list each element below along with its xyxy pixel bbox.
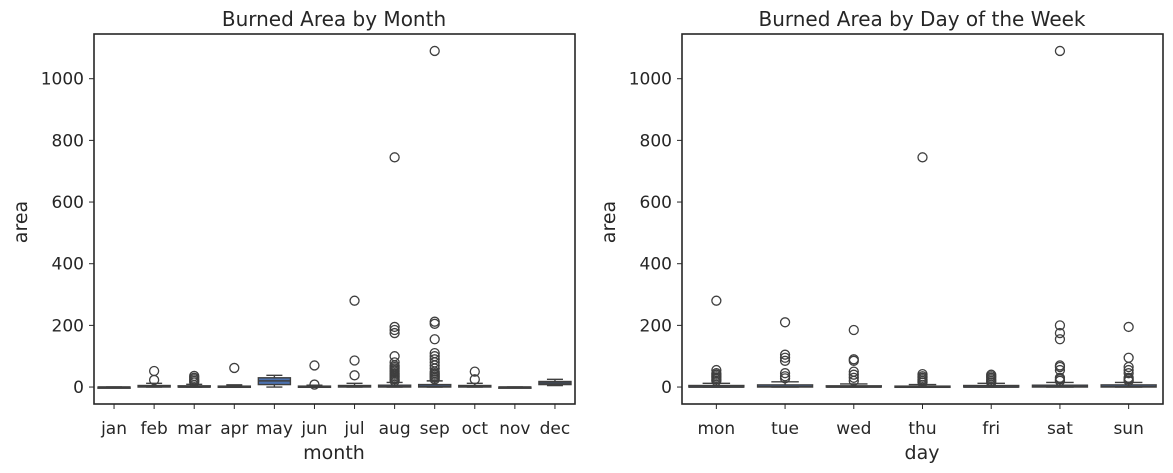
x-tick-label: may (256, 419, 293, 439)
outlier-point (711, 295, 722, 306)
outlier-point (779, 355, 791, 366)
outlier-point (848, 366, 859, 377)
y-tick-label: 1000 (629, 70, 672, 90)
outlier-point (779, 368, 791, 379)
outlier-point (148, 365, 160, 377)
plot-area: 0 200 400 600 800 1000 jan feb mar apr may jun jul au… (41, 45, 572, 439)
outlier-point (779, 371, 791, 382)
y-tick-label: 0 (661, 378, 672, 398)
outlier-point (1123, 364, 1134, 376)
x-tick-label: tue (771, 419, 799, 439)
x-axis-label: day (905, 442, 940, 464)
y-axis-label: area (598, 201, 620, 243)
y-tick-label: 200 (640, 316, 672, 336)
plot-frame (93, 33, 576, 405)
outlier-point (1054, 327, 1066, 339)
x-tick-label: jan (100, 419, 127, 439)
outlier-point (848, 324, 859, 336)
outlier-point (429, 347, 440, 359)
outlier-point (469, 366, 480, 377)
x-tick-label: fri (982, 419, 1000, 439)
outlier-point (389, 351, 400, 362)
x-tick-label: thu (908, 419, 936, 439)
outlier-point (779, 349, 791, 360)
y-tick-label: 1000 (41, 70, 84, 90)
plot-area: 0 200 400 600 800 1000 mon tue wed thu fri sat sun (629, 45, 1157, 439)
outlier-point (779, 317, 791, 328)
y-tick-label: 800 (52, 131, 84, 151)
y-tick-label: 200 (52, 316, 84, 336)
x-tick-label: oct (462, 419, 489, 439)
outlier-point (1054, 320, 1066, 331)
y-tick-label: 600 (52, 193, 84, 213)
outlier-point (1123, 352, 1134, 363)
outlier-point (1123, 368, 1134, 379)
x-tick-label: sep (420, 419, 450, 439)
outlier-point (711, 364, 722, 376)
outlier-point (349, 295, 360, 306)
outlier-point (389, 321, 400, 333)
y-tick-label: 400 (640, 255, 672, 275)
outlier-point (429, 318, 440, 329)
x-tick-label: wed (836, 419, 871, 439)
outlier-point (309, 360, 320, 371)
outlier-point (1054, 372, 1066, 383)
y-tick-label: 800 (640, 131, 672, 151)
x-tick-label: sat (1047, 419, 1073, 439)
outlier-point (1123, 372, 1134, 383)
x-tick-label: jun (300, 419, 327, 439)
outlier-point (349, 355, 360, 366)
x-tick-label: mar (177, 419, 211, 439)
x-tick-label: aug (379, 419, 411, 439)
outlier-point (429, 334, 440, 345)
y-tick-label: 0 (73, 378, 84, 398)
outlier-point (469, 374, 480, 385)
outlier-point (389, 327, 400, 339)
outlier-point (848, 369, 859, 380)
outlier-point (429, 354, 440, 365)
outlier-point (389, 357, 400, 368)
outlier-point (779, 352, 791, 363)
chart-panel-day: Burned Area by Day of the Week day area … (598, 7, 1164, 464)
outlier-point (848, 354, 859, 365)
outlier-point (1054, 364, 1066, 376)
outlier-point (917, 368, 928, 380)
outlier-point (189, 370, 200, 382)
outlier-point (349, 370, 360, 381)
chart-title: Burned Area by Month (222, 7, 446, 31)
outlier-point (229, 362, 240, 374)
outlier-point (1054, 360, 1066, 371)
x-tick-label: apr (220, 419, 248, 439)
x-tick-label: nov (499, 419, 530, 439)
outlier-point (917, 152, 928, 163)
x-tick-label: mon (697, 419, 735, 439)
outlier-point (711, 368, 722, 379)
y-axis-label: area (10, 201, 32, 243)
x-tick-label: jul (343, 419, 364, 439)
outlier-point (1054, 45, 1066, 57)
x-tick-label: feb (141, 419, 168, 439)
outlier-point (309, 379, 320, 390)
outlier-point (429, 45, 440, 57)
chart-title: Burned Area by Day of the Week (758, 7, 1085, 31)
x-axis-label: month (303, 442, 365, 464)
outlier-point (1054, 334, 1066, 345)
x-tick-label: sun (1113, 419, 1143, 439)
y-tick-label: 400 (52, 255, 84, 275)
outlier-point (389, 324, 400, 336)
x-tick-label: dec (540, 419, 571, 439)
outlier-point (1123, 321, 1134, 333)
outlier-point (986, 369, 997, 380)
outlier-point (848, 372, 859, 383)
outlier-point (429, 316, 440, 327)
outlier-point (429, 351, 440, 362)
plot-frame (681, 33, 1164, 405)
chart-panel-month: Burned Area by Month month area 0 200 400 6… (10, 7, 576, 464)
y-tick-label: 600 (640, 193, 672, 213)
outlier-point (389, 152, 400, 163)
